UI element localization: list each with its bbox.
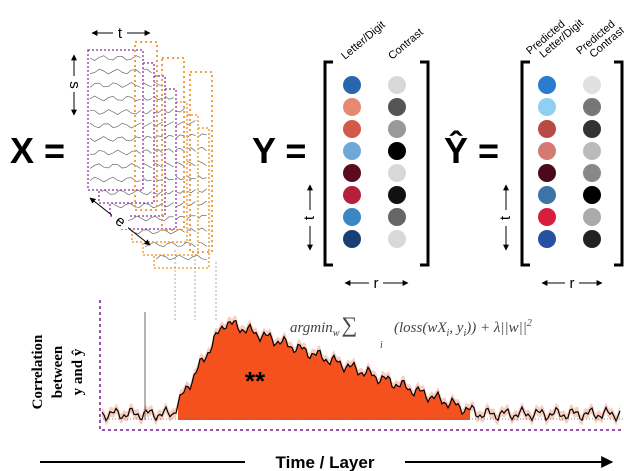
dot <box>583 230 601 248</box>
y-label: Y = <box>252 130 306 171</box>
dot <box>538 142 556 160</box>
dot <box>583 120 601 138</box>
dot <box>388 120 406 138</box>
significance: ** <box>245 366 266 396</box>
figure: X = t s e Y = Letter/Digit Contrast t r … <box>0 0 624 471</box>
formula-part: 2 <box>527 318 532 329</box>
r-label: r <box>570 275 575 292</box>
formula-part: i <box>380 340 383 351</box>
dot <box>538 98 556 116</box>
dot <box>388 76 406 94</box>
col-label: Contrast <box>386 26 426 62</box>
ylabel-line: y and ŷ <box>70 348 86 395</box>
formula: argminw∑i(loss(wXi, yi)) + λ||w||2 <box>290 312 532 351</box>
formula-part: w <box>333 328 340 339</box>
correlation-curve <box>102 316 620 426</box>
dot <box>388 164 406 182</box>
formula-part: argmin <box>290 320 333 336</box>
dot <box>538 76 556 94</box>
dot <box>538 186 556 204</box>
formula-part: ∑ <box>341 312 357 337</box>
col-label: PredictedLetter/Digit <box>524 9 586 66</box>
formula-part: , y <box>449 320 464 336</box>
dot <box>538 208 556 226</box>
dot <box>583 186 601 204</box>
dot <box>343 98 361 116</box>
time-label: Time / Layer <box>276 453 375 471</box>
dot <box>388 98 406 116</box>
y-dots <box>343 76 406 248</box>
dot <box>343 186 361 204</box>
dot <box>388 230 406 248</box>
brackets <box>325 62 428 265</box>
dot <box>388 186 406 204</box>
formula-part: (loss(wX <box>394 320 447 336</box>
dot <box>583 98 601 116</box>
dot <box>583 208 601 226</box>
dot <box>343 230 361 248</box>
panel-ylabel: Correlation between y and ŷ <box>30 334 86 409</box>
col-label: Letter/Digit <box>339 19 387 62</box>
dot <box>343 120 361 138</box>
dot <box>538 230 556 248</box>
dot <box>583 164 601 182</box>
ylabel-line: between <box>50 345 66 398</box>
brackets <box>522 62 622 265</box>
ylabel-line: Correlation <box>30 334 46 409</box>
dot <box>388 142 406 160</box>
yhat-label: Ŷ = <box>444 129 499 171</box>
dot <box>343 142 361 160</box>
s-label: s <box>66 81 83 89</box>
r-label: r <box>374 275 379 292</box>
formula-part: )) + λ||w|| <box>465 320 527 336</box>
dot <box>538 120 556 138</box>
dot <box>583 142 601 160</box>
dot <box>343 208 361 226</box>
dot <box>343 164 361 182</box>
dot <box>388 208 406 226</box>
dot <box>583 76 601 94</box>
dot <box>343 76 361 94</box>
x-label: X = <box>10 130 65 171</box>
yhat-dots <box>538 76 601 248</box>
dot <box>538 164 556 182</box>
